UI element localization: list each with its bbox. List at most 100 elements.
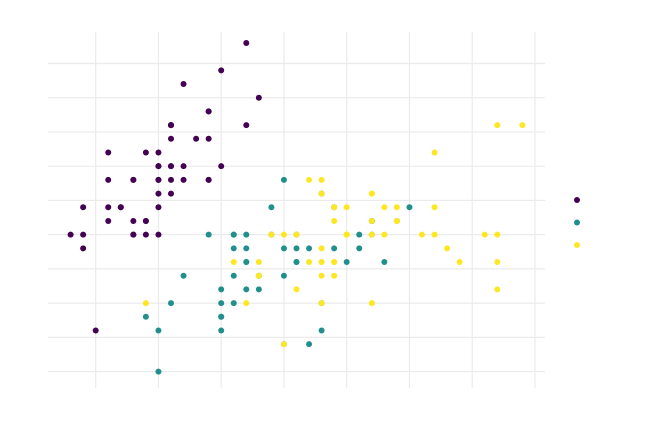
point [193,135,200,142]
point [306,341,313,348]
point [255,272,262,279]
point [230,245,237,252]
point [255,94,262,101]
point [293,245,300,252]
point [180,176,187,183]
point [331,217,338,224]
point [318,300,325,307]
point [130,231,137,238]
point [318,272,325,279]
point [381,204,388,211]
point [494,231,501,238]
point [381,231,388,238]
point [142,313,149,320]
point [243,122,250,129]
point [142,217,149,224]
point [218,300,225,307]
point [155,163,162,170]
point [280,245,287,252]
point [218,286,225,293]
point [155,149,162,156]
point [180,163,187,170]
point [243,39,250,46]
point [155,368,162,375]
point [130,217,137,224]
point [243,259,250,266]
point [80,231,87,238]
point [142,300,149,307]
point [218,327,225,334]
point [155,204,162,211]
point [80,204,87,211]
point [218,313,225,320]
point [105,217,112,224]
point [494,259,501,266]
point [105,149,112,156]
point [268,204,275,211]
point [167,300,174,307]
point [167,135,174,142]
point [205,231,212,238]
point [268,231,275,238]
point [318,176,325,183]
legend-key [574,197,580,203]
point [368,217,375,224]
point [255,286,262,293]
point [318,259,325,266]
point [343,259,350,266]
point [280,341,287,348]
point [243,300,250,307]
legend-key [574,242,580,248]
point [180,272,187,279]
point [494,122,501,129]
point [218,67,225,74]
point [318,190,325,197]
point [318,327,325,334]
point [293,286,300,293]
point [368,300,375,307]
point [356,231,363,238]
point [130,176,137,183]
point [243,245,250,252]
point [356,245,363,252]
point [230,259,237,266]
point [280,272,287,279]
point [243,286,250,293]
legend-key [574,219,580,226]
point [343,204,350,211]
point [481,231,488,238]
point [331,245,338,252]
point [117,204,124,211]
point [280,176,287,183]
point [255,259,262,266]
point [230,272,237,279]
point [456,259,463,266]
point [80,245,87,252]
point [167,176,174,183]
point [155,231,162,238]
point [155,190,162,197]
point [343,231,350,238]
point [142,231,149,238]
point [368,231,375,238]
point [167,122,174,129]
point [280,231,287,238]
point [381,259,388,266]
point [243,231,250,238]
point [431,231,438,238]
point [155,176,162,183]
point [331,259,338,266]
point [306,245,313,252]
point [205,176,212,183]
point [167,163,174,170]
point [205,108,212,115]
point [494,286,501,293]
point [230,300,237,307]
point [318,245,325,252]
point [205,135,212,142]
point [368,190,375,197]
point [393,217,400,224]
point [92,327,99,334]
point [230,231,237,238]
